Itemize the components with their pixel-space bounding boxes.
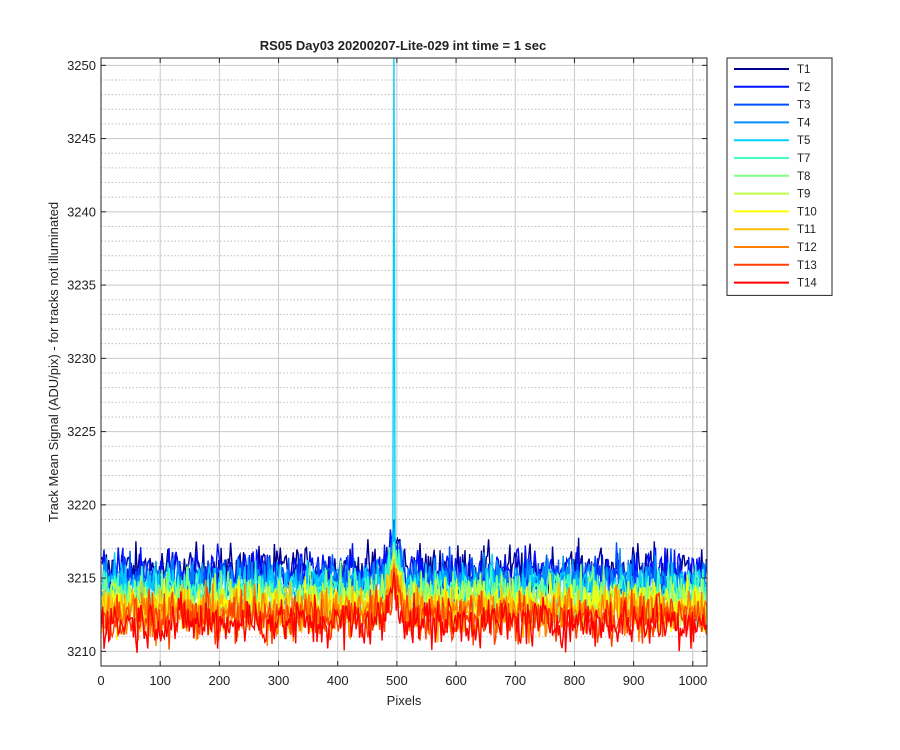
legend-label-t1: T1	[797, 64, 810, 76]
x-tick-label: 0	[97, 673, 104, 688]
legend-label-t5: T5	[797, 135, 810, 147]
x-tick-label: 700	[504, 673, 526, 688]
y-tick-label: 3235	[67, 278, 96, 293]
x-tick-label: 100	[149, 673, 171, 688]
x-tick-label: 400	[327, 673, 349, 688]
legend-label-t8: T8	[797, 171, 810, 183]
y-tick-label: 3215	[67, 571, 96, 586]
series-line-t5	[101, 58, 707, 621]
x-tick-label: 800	[564, 673, 586, 688]
y-tick-label: 3245	[67, 131, 96, 146]
legend-label-t10: T10	[797, 206, 817, 218]
x-tick-label: 300	[268, 673, 290, 688]
x-axis-label: Pixels	[387, 693, 422, 708]
legend: T1 T2 T3 T4 T5 T7 T8 T9 T10 T11 T12 T13 T14	[726, 57, 833, 296]
legend-label-t13: T13	[797, 260, 817, 272]
legend-label-t3: T3	[797, 100, 810, 112]
y-tick-label: 3210	[67, 644, 96, 659]
y-tick-label: 3240	[67, 204, 96, 219]
axis-ticks: 0 100 200 300 400 500 600 700 800 900 1000 3210 3215…	[67, 58, 707, 688]
legend-label-t7: T7	[797, 153, 810, 165]
y-tick-label: 3230	[67, 351, 96, 366]
x-tick-label: 200	[209, 673, 231, 688]
series-line-t13	[101, 567, 707, 650]
y-axis-label: Track Mean Signal (ADU/pix) - for tracks…	[46, 202, 61, 522]
chart-title: RS05 Day03 20200207-Lite-029 int time = …	[260, 38, 547, 53]
y-tick-label: 3250	[67, 58, 96, 73]
y-tick-label: 3225	[67, 424, 96, 439]
series-line-t14	[101, 572, 707, 653]
plot-area-frame	[100, 57, 708, 667]
x-tick-label: 900	[623, 673, 645, 688]
y-tick-label: 3220	[67, 497, 96, 512]
legend-label-t11: T11	[797, 224, 816, 236]
legend-label-t12: T12	[797, 242, 817, 254]
x-tick-label: 600	[445, 673, 467, 688]
legend-label-t14: T14	[797, 278, 817, 290]
legend-label-t9: T9	[797, 189, 810, 201]
legend-label-t2: T2	[797, 82, 810, 94]
series-lines	[101, 58, 707, 653]
x-tick-label: 500	[386, 673, 408, 688]
x-tick-label: 1000	[678, 673, 707, 688]
legend-label-t4: T4	[797, 117, 811, 129]
